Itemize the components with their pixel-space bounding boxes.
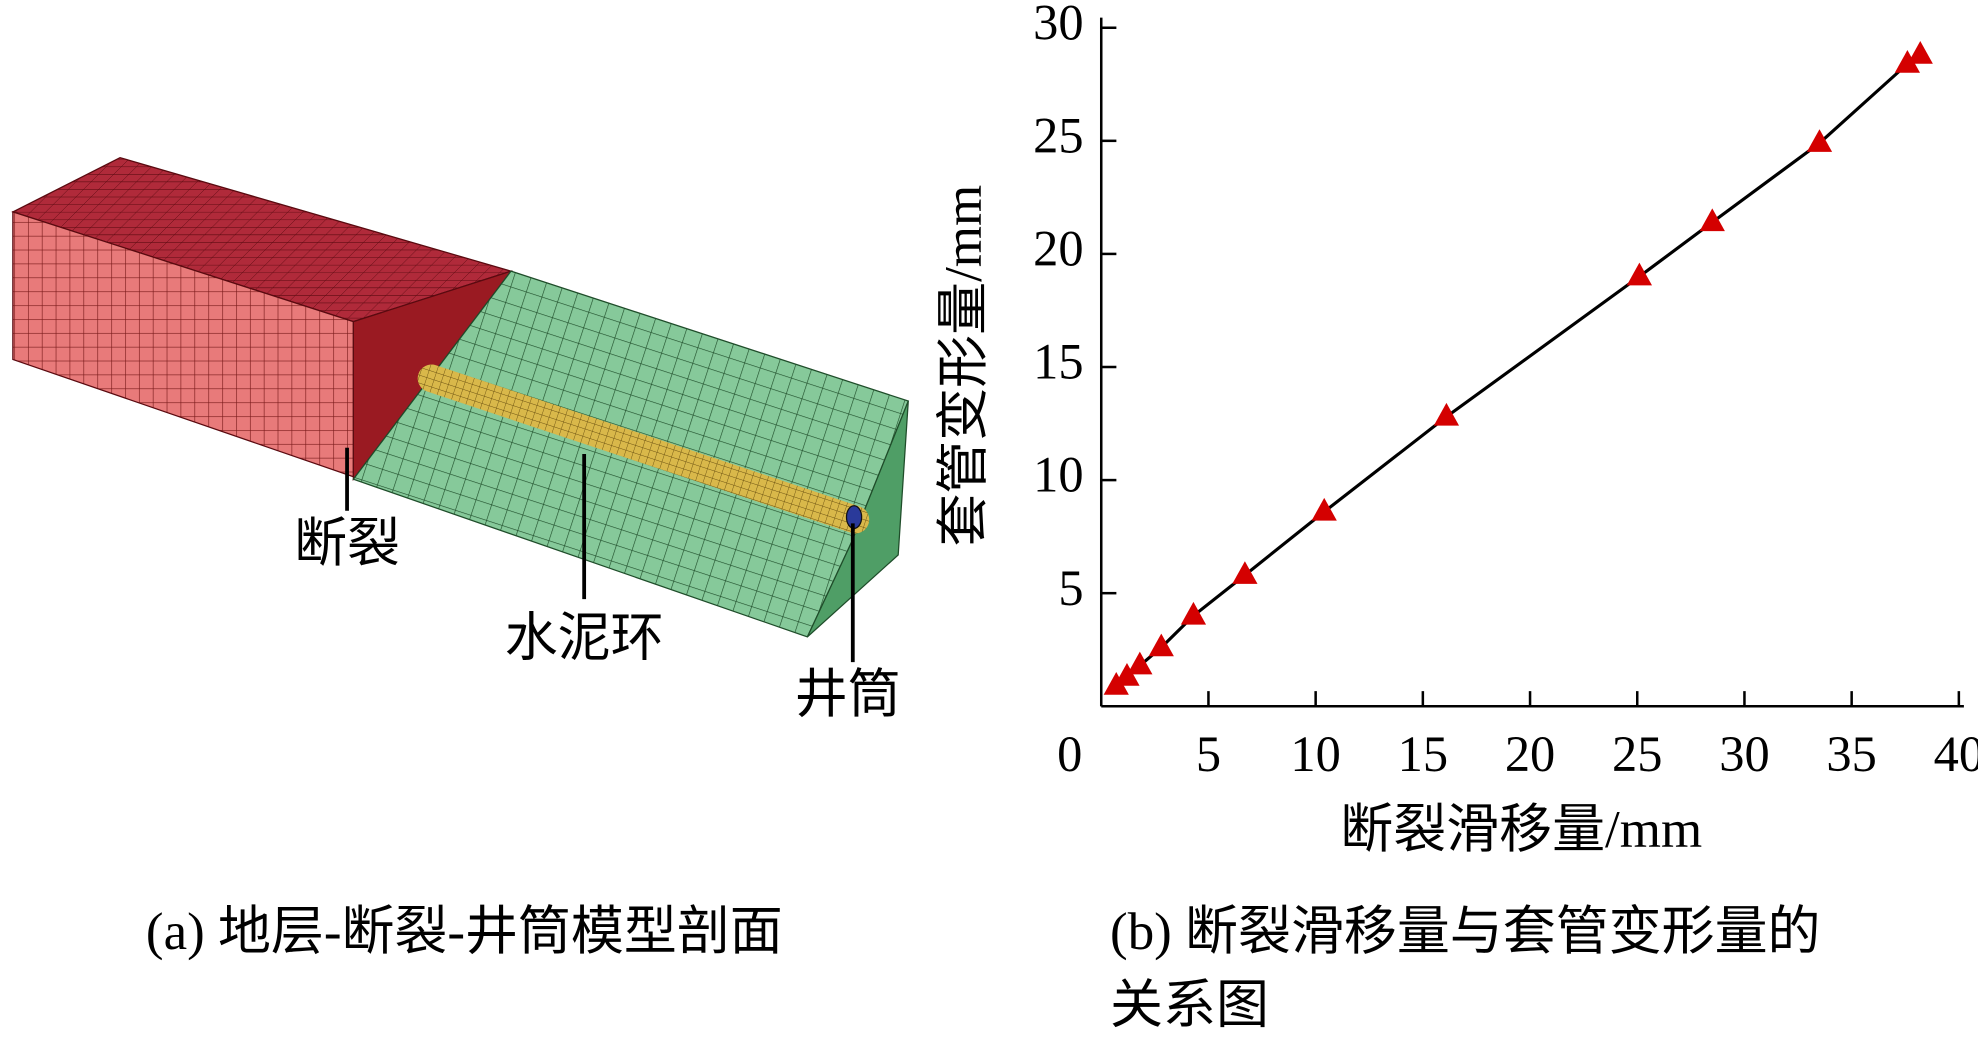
marker xyxy=(1894,50,1921,73)
y-tick-label: 20 xyxy=(1033,220,1083,276)
x-tick-label: 35 xyxy=(1826,726,1876,782)
wellbore-label: 井筒 xyxy=(795,666,901,724)
marker xyxy=(1114,662,1140,686)
x-tick-label: 10 xyxy=(1290,726,1340,782)
y-tick-label: 15 xyxy=(1033,334,1083,390)
cement-label: 水泥环 xyxy=(505,609,664,667)
marker xyxy=(1311,497,1337,521)
y-tick-label: 30 xyxy=(1033,0,1083,50)
chart: 5 10 15 20 25 30 0 5 10 15 20 25 30 35 40 断裂滑移量/mm 套管变形量… xyxy=(935,0,1978,1034)
y-tick-label: 10 xyxy=(1033,447,1083,503)
marker xyxy=(1626,262,1653,286)
marker xyxy=(1699,208,1725,232)
marker xyxy=(1148,633,1174,657)
x-tick-label: 20 xyxy=(1505,726,1555,782)
fault-label: 断裂 xyxy=(294,515,400,573)
trend-line xyxy=(1115,53,1922,688)
x-tick-label: 0 xyxy=(1057,726,1082,782)
caption-b: (b) 断裂滑移量与套管变形量的 xyxy=(1110,903,1820,961)
marker xyxy=(1806,129,1833,152)
marker xyxy=(1232,561,1258,584)
cement-ring xyxy=(417,364,870,534)
end-face xyxy=(806,400,909,638)
x-tick-label: 40 xyxy=(1934,726,1978,782)
caption-b: 关系图 xyxy=(1110,976,1269,1034)
x-axis-label: 断裂滑移量/mm xyxy=(1340,801,1702,859)
caption-a: (a) 地层-断裂-井筒模型剖面 xyxy=(146,903,783,961)
x-tick-label: 15 xyxy=(1398,726,1448,782)
marker xyxy=(1907,41,1933,64)
x-tick-label: 5 xyxy=(1196,726,1221,782)
x-tick-label: 30 xyxy=(1719,726,1769,782)
marker xyxy=(1180,601,1207,625)
model-drawing: 断裂 水泥环 井筒 (a) 地层-断裂-井筒模型剖面 xyxy=(11,156,910,961)
marker xyxy=(1433,402,1460,426)
y-axis-label: 套管变形量/mm xyxy=(935,185,993,547)
y-tick-label: 25 xyxy=(1033,107,1083,163)
x-tick-label: 25 xyxy=(1612,726,1662,782)
marker xyxy=(1127,651,1153,675)
y-tick-label: 5 xyxy=(1058,560,1083,616)
